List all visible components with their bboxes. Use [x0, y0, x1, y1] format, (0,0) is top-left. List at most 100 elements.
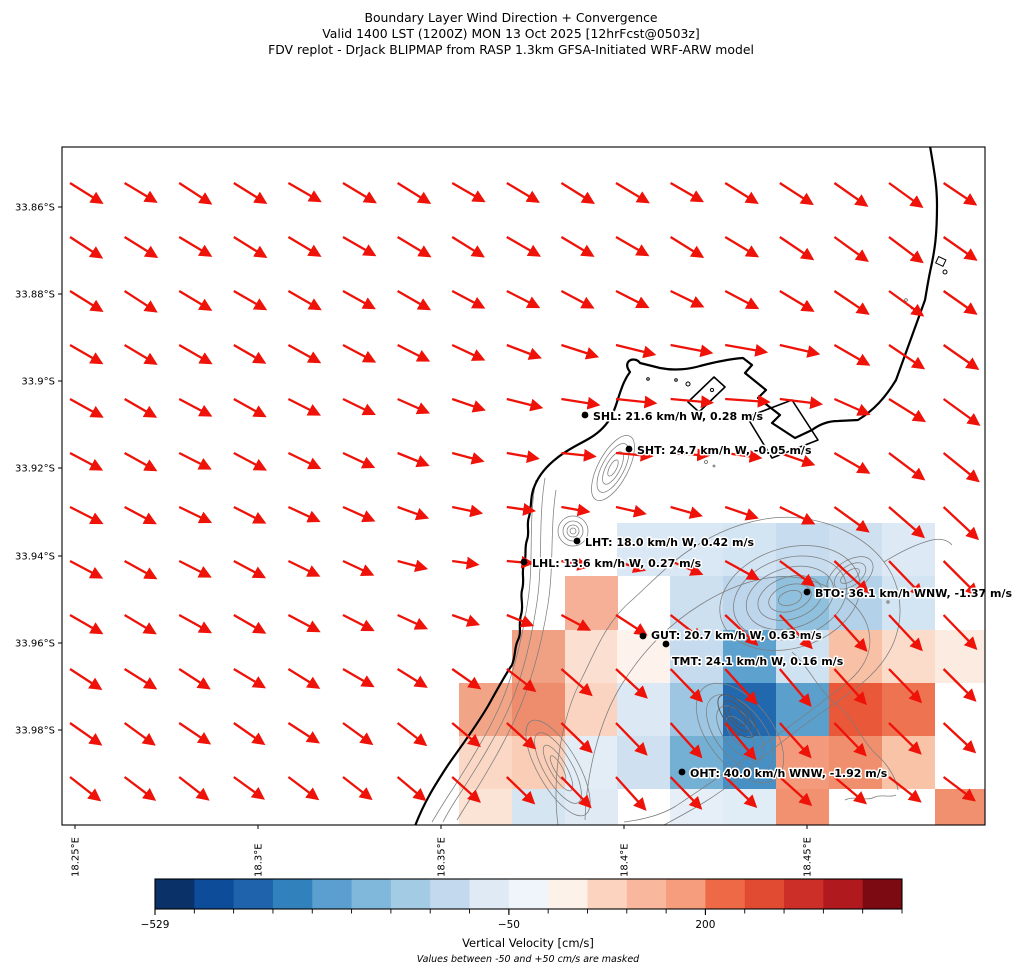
wind-arrow	[396, 182, 432, 204]
wind-arrow	[615, 343, 657, 359]
x-tick-label: 18.25°E	[71, 837, 82, 877]
wind-arrow	[233, 776, 265, 800]
convergence-cell	[882, 683, 935, 736]
colorbar-segment	[351, 879, 392, 909]
wind-arrow	[451, 451, 485, 465]
wind-arrow	[833, 776, 867, 805]
wind-arrow	[506, 776, 536, 805]
wind-arrow	[233, 722, 266, 746]
wind-arrow	[778, 614, 813, 650]
wind-arrow	[615, 722, 648, 756]
convergence-cell	[829, 523, 882, 576]
wind-arrow	[888, 776, 922, 803]
wind-arrow	[615, 559, 647, 573]
wind-arrow	[560, 236, 595, 257]
wind-arrow	[942, 236, 978, 261]
wind-arrow	[451, 343, 486, 361]
wind-arrow	[724, 722, 757, 761]
wind-arrow	[69, 344, 104, 365]
wind-arrow	[833, 344, 871, 366]
wind-arrow	[233, 344, 267, 364]
wind-arrow	[69, 668, 103, 691]
wind-arrow	[287, 613, 321, 633]
convergence-cell	[565, 683, 618, 736]
wind-arrow	[669, 668, 703, 703]
wind-arrow	[451, 397, 486, 413]
convergence-cell	[882, 576, 935, 630]
wind-arrow	[942, 668, 977, 702]
wind-arrow-field	[69, 182, 981, 811]
wind-arrow	[670, 395, 714, 409]
y-tick-label: 33.88°S	[15, 290, 55, 301]
wind-arrow	[942, 776, 976, 802]
y-tick-label: 33.94°S	[15, 552, 55, 563]
wind-arrow	[233, 451, 267, 471]
y-tick-label: 33.86°S	[15, 203, 55, 214]
wind-arrow	[396, 776, 427, 802]
wind-arrow	[233, 236, 268, 258]
wind-arrow	[779, 396, 824, 410]
wind-arrow	[287, 343, 322, 364]
wind-arrow	[342, 397, 376, 416]
station-marker	[625, 445, 633, 453]
chart-valid-time: Valid 1400 LST (1200Z) MON 13 Oct 2025 […	[322, 26, 699, 41]
wind-arrow	[123, 236, 159, 258]
wind-arrow	[779, 776, 813, 807]
wind-arrow	[233, 290, 268, 311]
station-label: LHT: 18.0 km/h W, 0.42 m/s	[585, 536, 754, 549]
wind-arrow	[342, 722, 374, 746]
colorbar-segment	[194, 879, 235, 909]
wind-arrow	[451, 504, 484, 518]
wind-arrow	[233, 614, 267, 634]
wind-arrow	[397, 397, 431, 415]
wind-arrow	[833, 668, 867, 706]
x-tick-label: 18.35°E	[437, 837, 448, 877]
station-label: LHL: 13.6 km/h W, 0.27 m/s	[532, 557, 702, 570]
wind-arrow	[69, 182, 104, 204]
wind-arrow	[779, 451, 816, 468]
convergence-cell	[882, 736, 935, 789]
station-layer: SHL: 21.6 km/h W, 0.28 m/s SHT: 24.7 km/h…	[520, 409, 1014, 782]
convergence-cell	[776, 789, 829, 825]
wind-arrow	[506, 450, 540, 463]
station-label: SHT: 24.7 km/h W, -0.05 m/s	[637, 444, 812, 457]
convergence-cell	[776, 523, 829, 576]
x-tick-label: 18.45°E	[803, 837, 814, 877]
wind-arrow	[506, 289, 541, 309]
wind-arrow	[342, 559, 375, 576]
wind-arrow	[615, 395, 658, 409]
wind-arrow	[342, 451, 376, 469]
wind-arrow	[287, 451, 322, 470]
wind-arrow	[451, 289, 486, 309]
wind-arrow	[123, 290, 158, 313]
x-tick-label: 18.3°E	[254, 843, 265, 877]
wind-arrow	[615, 448, 654, 462]
wind-arrow	[779, 560, 816, 587]
wind-arrow	[779, 505, 816, 525]
wind-arrow	[178, 182, 213, 205]
x-axis: 18.25°E 18.3°E 18.35°E 18.4°E 18.45°E	[71, 825, 814, 877]
wind-arrow	[942, 452, 980, 483]
wind-arrow	[287, 397, 321, 416]
wind-arrow	[560, 182, 595, 204]
wind-arrow	[69, 614, 104, 635]
convergence-cell	[459, 789, 512, 825]
wind-arrow	[69, 290, 104, 312]
wind-arrow	[397, 559, 429, 573]
convergence-cell	[512, 683, 565, 736]
wind-arrow	[396, 722, 428, 747]
colorbar-tick-label: 200	[695, 919, 715, 931]
wind-arrow	[178, 290, 213, 311]
station-label: TMT: 24.1 km/h W, 0.16 m/s	[672, 655, 844, 668]
convergence-cell	[723, 523, 776, 576]
convergence-cell	[459, 736, 512, 789]
wind-arrow	[560, 613, 592, 631]
wind-arrow	[69, 776, 102, 802]
wind-arrow	[833, 397, 871, 416]
wind-arrow	[233, 182, 268, 204]
chart-title: Boundary Layer Wind Direction + Converge…	[364, 10, 657, 25]
colorbar-segment	[233, 879, 274, 909]
wind-arrow	[124, 398, 158, 418]
wind-arrow	[123, 722, 156, 746]
wind-arrow	[451, 668, 482, 690]
